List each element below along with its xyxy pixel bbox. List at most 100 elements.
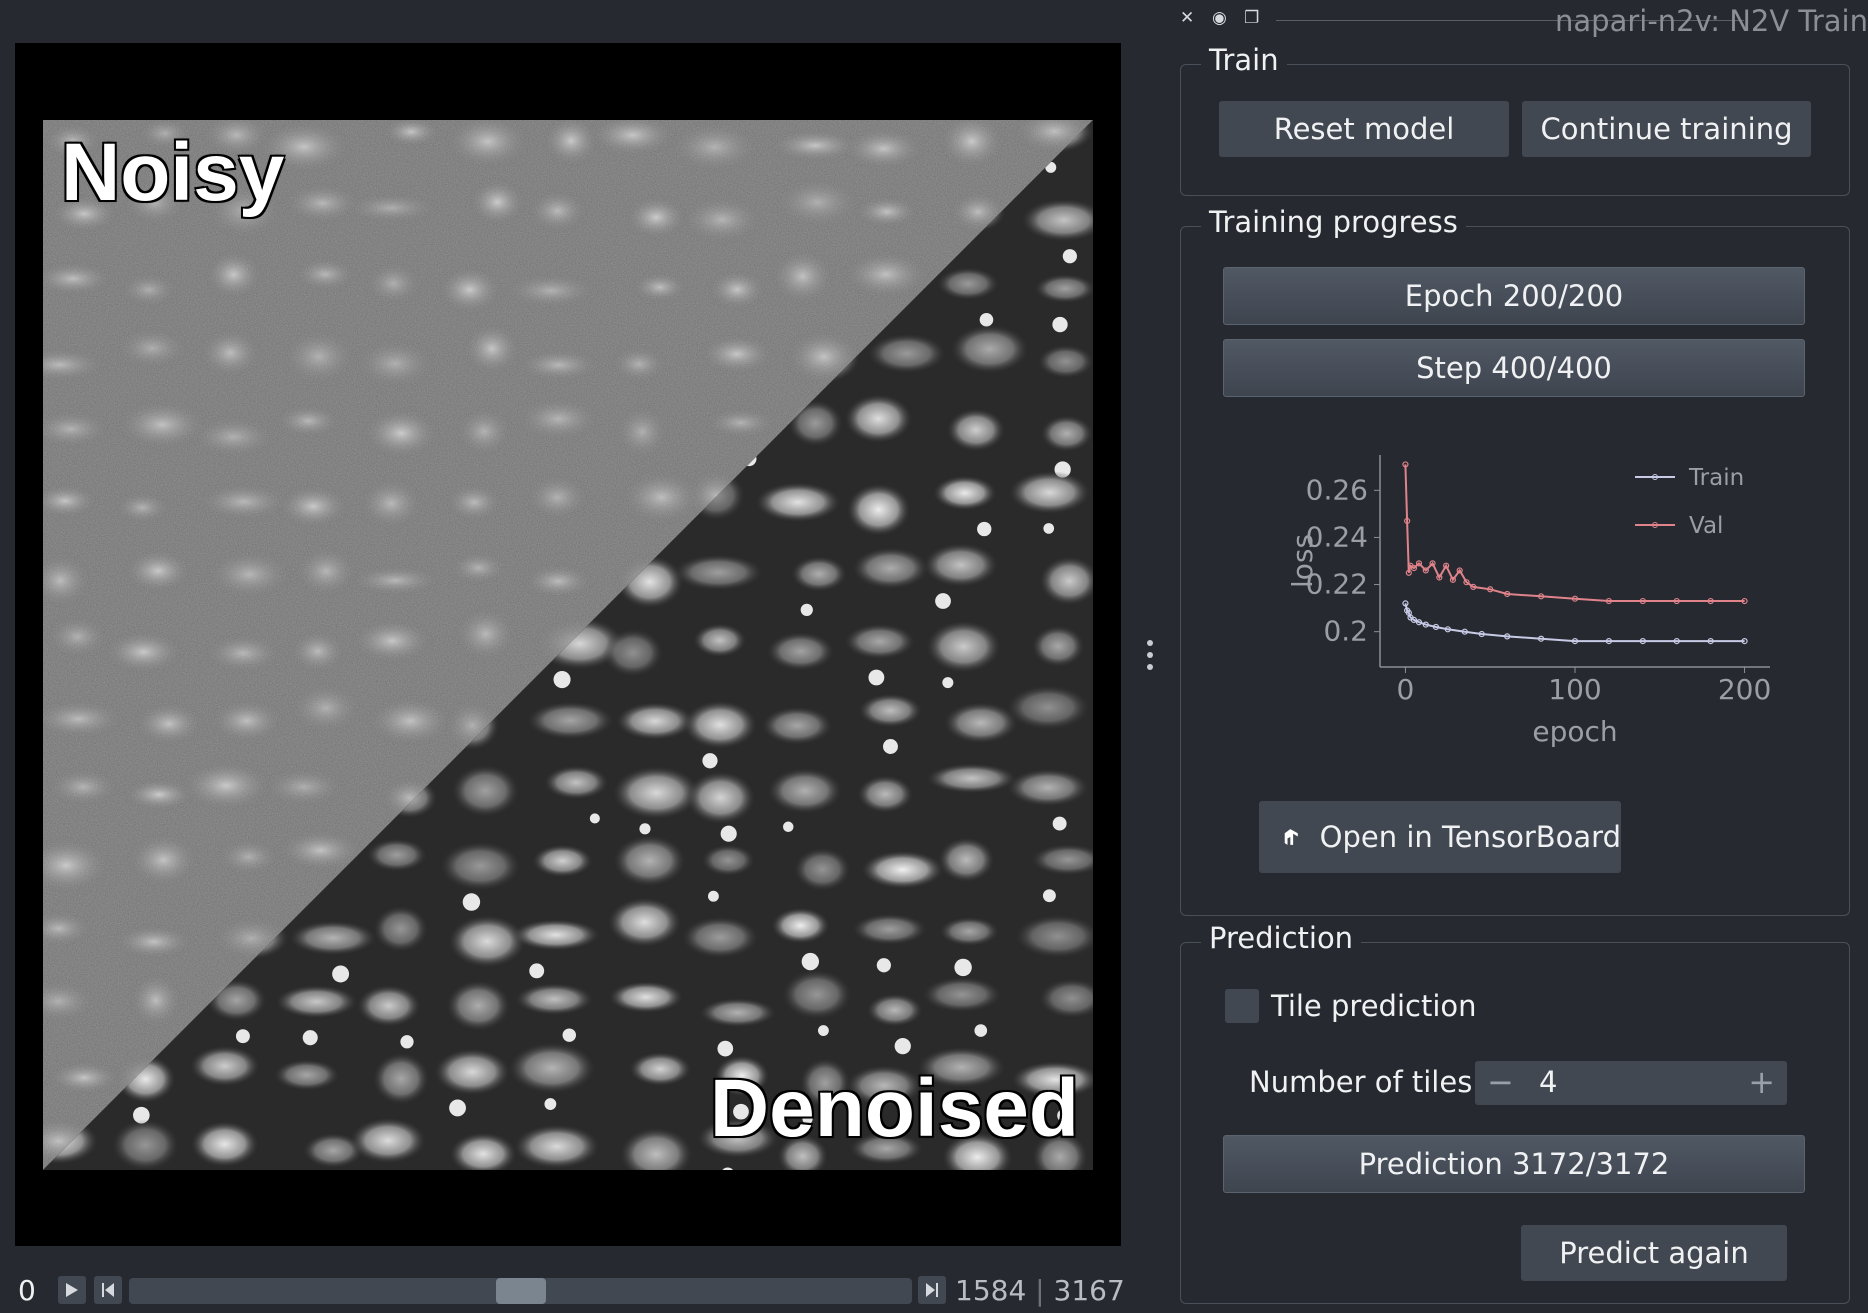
legend-marker [1652,474,1658,480]
data-point [1470,583,1477,591]
x-tick-label: 100 [1548,673,1601,706]
data-point [1410,564,1418,572]
data-point [1504,633,1511,640]
decrement-button[interactable]: − [1487,1063,1514,1101]
data-point [1571,637,1579,645]
series-line-train [1404,603,1745,643]
dims-slider-bar: 0 1584 | 3167 [0,1272,1130,1312]
legend-label: Val [1689,513,1723,539]
data-point [1443,562,1450,569]
frame-separator: | [1035,1274,1045,1307]
y-tick-label: 0.22 [1306,568,1368,601]
train-group-title: Train [1201,43,1287,77]
data-point [1415,560,1423,567]
data-point [1741,637,1748,645]
data-point [1422,567,1429,574]
noisy-label: Noisy [61,127,285,218]
data-point [1422,621,1429,628]
training-progress-group: Training progress Epoch 200/200 Step 400… [1180,205,1850,916]
x-axis-label: epoch [1532,715,1617,748]
tile-prediction-label: Tile prediction [1271,989,1477,1023]
data-point [1707,637,1714,645]
data-point [1673,637,1680,645]
panel-title: napari-n2v: N2V Train [1555,4,1868,38]
tensorflow-icon [1284,829,1298,845]
x-tick-label: 0 [1397,673,1415,706]
data-point [1432,623,1440,631]
data-point [1504,590,1511,598]
play-icon [66,1283,78,1297]
number-of-tiles-label: Number of tiles [1249,1065,1473,1099]
total-frames: 3167 [1053,1274,1125,1307]
frame-slider[interactable] [129,1278,912,1304]
data-point [1456,567,1463,574]
data-point [1429,560,1436,567]
increment-button[interactable]: + [1748,1063,1775,1101]
hide-icon[interactable]: ◉ [1212,8,1227,28]
skip-last-icon [926,1283,938,1297]
data-point [1537,593,1545,600]
number-of-tiles-spinbox[interactable]: − 4 + [1475,1061,1787,1105]
step-progress-bar: Step 400/400 [1223,339,1805,397]
prediction-group-title: Prediction [1201,921,1362,955]
train-group: Train Reset model Continue training [1180,43,1850,196]
skip-first-icon [102,1283,114,1297]
y-tick-label: 0.26 [1306,473,1368,506]
x-tick-label: 200 [1718,673,1771,706]
frame-index: 0 [18,1274,36,1307]
number-of-tiles-value: 4 [1539,1065,1558,1099]
data-point [1673,597,1680,605]
data-point [1461,628,1468,635]
predict-again-button[interactable]: Predict again [1521,1225,1787,1281]
slider-handle[interactable] [496,1278,546,1304]
float-icon[interactable]: ❐ [1244,8,1260,28]
reset-model-button[interactable]: Reset model [1219,101,1509,157]
current-frame: 1584 [955,1274,1027,1307]
play-button[interactable] [58,1276,86,1304]
data-point [1410,616,1418,623]
dock-resize-handle[interactable] [1147,640,1155,676]
data-point [1444,626,1451,633]
data-point [1404,517,1411,525]
data-point [1402,600,1409,607]
data-point [1415,619,1423,626]
close-icon[interactable]: ✕ [1180,8,1195,28]
continue-training-button[interactable]: Continue training [1522,101,1811,157]
y-tick-label: 0.24 [1306,520,1368,553]
microscopy-image [43,120,1093,1170]
data-point [1402,461,1409,468]
y-axis-label: loss [1286,534,1319,588]
prediction-group: Prediction Tile prediction Number of til… [1180,921,1850,1304]
data-point [1741,597,1748,605]
image-layer[interactable]: Noisy Denoised [43,120,1093,1170]
data-point [1487,586,1494,593]
titlebar-divider [1276,20,1744,21]
data-point [1639,597,1646,605]
dock-titlebar: ✕ ◉ ❐ napari-n2v: N2V Train [1180,4,1868,38]
last-frame-button[interactable] [918,1276,946,1304]
first-frame-button[interactable] [94,1276,122,1304]
data-point [1707,597,1714,605]
data-point [1537,635,1545,642]
open-tensorboard-button[interactable]: Open in TensorBoard [1259,801,1621,873]
epoch-progress-bar: Epoch 200/200 [1223,267,1805,325]
legend-label: Train [1688,465,1744,491]
data-point [1605,597,1613,605]
legend-marker [1652,522,1658,528]
prediction-progress-bar: Prediction 3172/3172 [1223,1135,1805,1193]
data-point [1436,574,1443,581]
data-point [1478,630,1485,638]
tile-prediction-checkbox[interactable] [1225,989,1259,1023]
image-canvas[interactable]: Noisy Denoised [15,43,1121,1246]
data-point [1571,595,1579,602]
data-point [1405,569,1412,576]
denoised-label: Denoised [709,1063,1079,1154]
data-point [1639,637,1646,645]
y-tick-label: 0.2 [1323,615,1368,648]
tensorboard-label: Open in TensorBoard [1319,820,1621,854]
training-progress-title: Training progress [1201,205,1466,239]
data-point [1463,579,1470,586]
data-point [1449,576,1457,583]
data-point [1605,637,1613,645]
loss-chart: 0.2 0.22 0.24 0.26 0 100 200 epoch loss Train Val [1286,455,1771,748]
